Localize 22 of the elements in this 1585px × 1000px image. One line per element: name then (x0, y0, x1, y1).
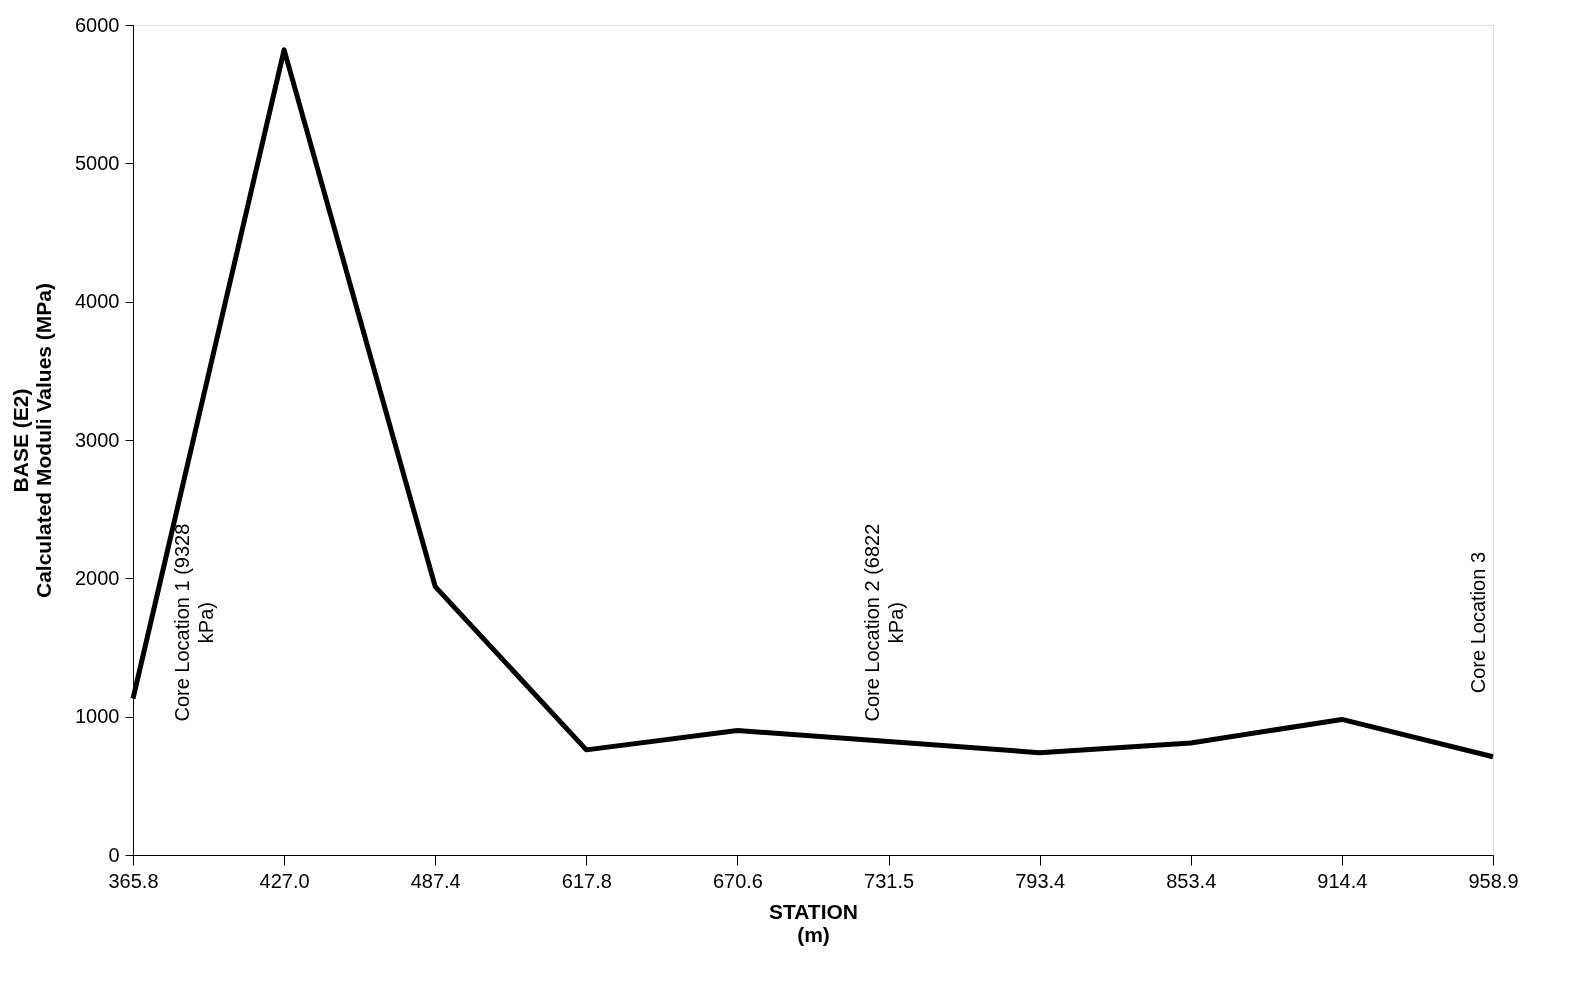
x-tick-label: 487.4 (410, 869, 461, 892)
x-tick-label: 617.8 (561, 869, 612, 892)
x-tick-label: 427.0 (259, 869, 310, 892)
y-tick-label: 2000 (75, 566, 120, 589)
y-tick-label: 3000 (75, 428, 120, 451)
y-tick-label: 6000 (75, 13, 120, 36)
y-axis-title: BASE (E2) Calculated Moduli Values (MPa) (9, 282, 56, 599)
x-tick-label: 793.4 (1015, 869, 1066, 892)
y-tick-label: 4000 (75, 290, 120, 313)
x-tick-label: 731.5 (864, 869, 915, 892)
y-tick-label: 5000 (75, 151, 120, 174)
annotation: Core Location 1 (9328 kPa) (171, 523, 217, 722)
x-tick-label: 853.4 (1166, 869, 1217, 892)
x-tick-label: 914.4 (1317, 869, 1368, 892)
x-tick-label: 365.8 (108, 869, 159, 892)
x-tick-label: 958.9 (1468, 869, 1519, 892)
y-tick-label: 1000 (75, 705, 120, 728)
y-tick-label: 0 (108, 843, 120, 866)
annotation: Core Location 3 (1467, 552, 1489, 694)
x-tick-label: 670.6 (712, 869, 763, 892)
x-axis-title: STATION (m) (768, 899, 859, 946)
annotation: Core Location 2 (6822 kPa) (861, 523, 907, 722)
